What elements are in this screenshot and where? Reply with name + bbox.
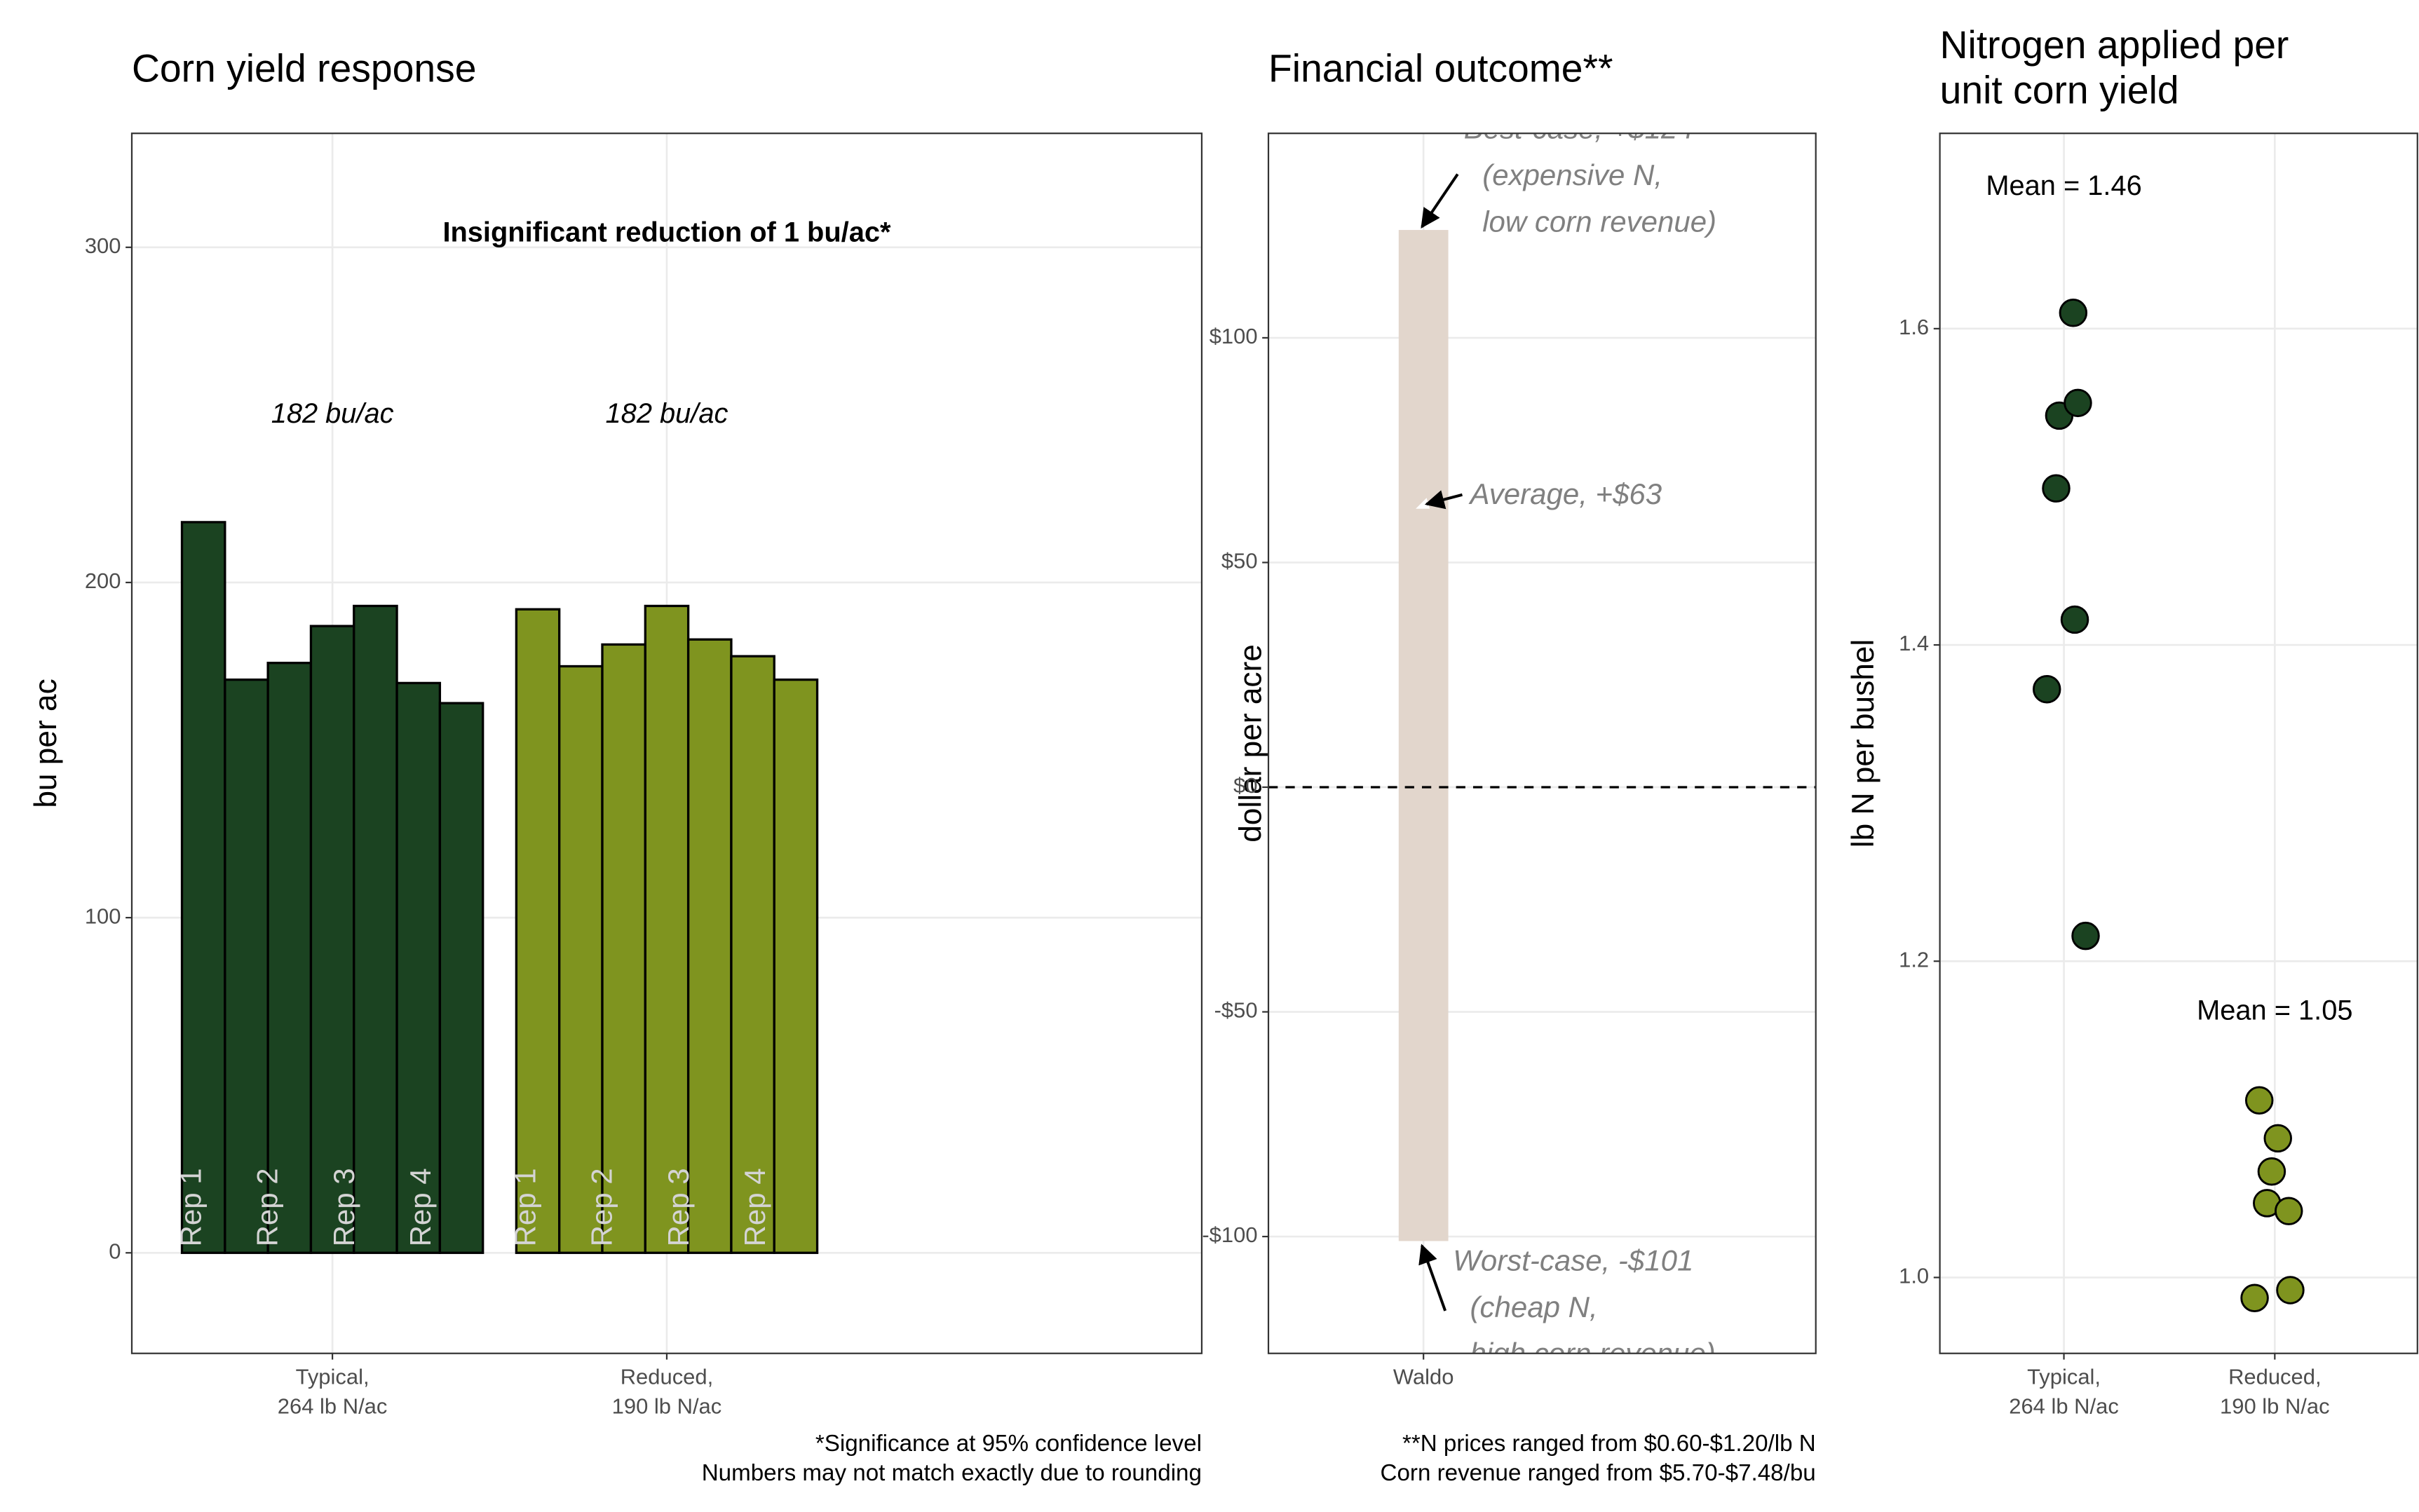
bar bbox=[224, 678, 269, 1254]
bar bbox=[601, 643, 646, 1254]
y-axis-label: lb N per bushel bbox=[1846, 639, 1881, 847]
chart-title: Nitrogen applied per bbox=[1940, 23, 2289, 67]
bar bbox=[395, 681, 442, 1254]
bar-label: Rep 3 bbox=[327, 1168, 360, 1246]
range-bar bbox=[1398, 230, 1449, 1241]
group-label: 182 bu/ac bbox=[606, 398, 729, 429]
x-tick-label: Typical, bbox=[296, 1364, 370, 1389]
x-tick-label: Typical, bbox=[2027, 1364, 2101, 1389]
bar bbox=[686, 638, 733, 1254]
x-tick-label: 190 lb N/ac bbox=[2220, 1394, 2330, 1418]
chart-title: Corn yield response bbox=[132, 46, 477, 90]
footnote: *Significance at 95% confidence level bbox=[815, 1431, 1202, 1457]
y-tick-label: 300 bbox=[85, 233, 121, 258]
bar-label: Rep 1 bbox=[174, 1168, 207, 1246]
point bbox=[2071, 921, 2100, 951]
chart-title: Financial outcome** bbox=[1268, 46, 1613, 90]
bar-label: Rep 1 bbox=[508, 1168, 541, 1246]
arrow bbox=[1424, 490, 1463, 510]
bar-label: Rep 3 bbox=[662, 1168, 695, 1246]
y-tick-label: $0 bbox=[1233, 773, 1257, 798]
x-tick-label: 190 lb N/ac bbox=[612, 1394, 722, 1418]
bar-label: Rep 2 bbox=[251, 1168, 284, 1246]
mean-label: Mean = 1.05 bbox=[2197, 995, 2352, 1026]
annotation: Worst-case, -$101 bbox=[1453, 1244, 1693, 1277]
point bbox=[2240, 1283, 2269, 1312]
y-tick-label: 200 bbox=[85, 568, 121, 593]
annotation: Insignificant reduction of 1 bu/ac* bbox=[442, 217, 891, 248]
x-tick-label: 264 lb N/ac bbox=[278, 1394, 388, 1418]
x-tick-label: 264 lb N/ac bbox=[2009, 1394, 2119, 1418]
x-tick-label: Reduced, bbox=[621, 1364, 714, 1389]
point bbox=[2060, 605, 2089, 634]
point bbox=[2244, 1086, 2274, 1115]
bar bbox=[180, 521, 226, 1254]
footnote: **N prices ranged from $0.60-$1.20/lb N bbox=[1402, 1431, 1816, 1457]
arrow bbox=[1421, 173, 1459, 229]
x-tick-label: Reduced, bbox=[2228, 1364, 2322, 1389]
x-tick-label: Waldo bbox=[1393, 1364, 1454, 1389]
point bbox=[2042, 474, 2071, 503]
bar bbox=[558, 665, 604, 1254]
point bbox=[2276, 1276, 2305, 1305]
y-tick-label: -$100 bbox=[1202, 1222, 1257, 1247]
mean-label: Mean = 1.46 bbox=[1986, 170, 2141, 201]
y-tick-label: 1.2 bbox=[1899, 947, 1929, 972]
bar bbox=[730, 655, 775, 1254]
footnote: Numbers may not match exactly due to rou… bbox=[702, 1460, 1202, 1486]
annotation: high corn revenue) bbox=[1470, 1337, 1716, 1370]
point bbox=[2059, 299, 2088, 327]
y-tick-label: 1.4 bbox=[1899, 631, 1929, 655]
y-tick-label: $50 bbox=[1221, 549, 1258, 573]
y-tick-label: 0 bbox=[109, 1239, 121, 1263]
annotations: Best-case, +$124 (expensive N, low corn re… bbox=[1453, 112, 1716, 1370]
bar bbox=[644, 604, 690, 1254]
bar-label: Rep 4 bbox=[738, 1168, 771, 1246]
y-axis-label: dollar per acre bbox=[1234, 644, 1268, 843]
group-label: 182 bu/ac bbox=[271, 398, 394, 429]
y-tick-label: $100 bbox=[1210, 324, 1258, 348]
footnote: Corn revenue ranged from $5.70-$7.48/bu bbox=[1381, 1460, 1816, 1486]
y-tick-label: 1.0 bbox=[1899, 1264, 1929, 1288]
y-tick-label: 1.6 bbox=[1899, 315, 1929, 339]
point bbox=[2263, 1124, 2292, 1153]
panel-border bbox=[1267, 132, 1817, 1354]
point bbox=[2274, 1197, 2303, 1225]
annotation: Best-case, +$124 bbox=[1464, 112, 1694, 145]
bar bbox=[266, 662, 313, 1254]
panel-border bbox=[130, 132, 1203, 1354]
bar bbox=[773, 678, 819, 1254]
annotation: (expensive N, bbox=[1482, 158, 1662, 191]
bar-label: Rep 2 bbox=[585, 1168, 618, 1246]
chart-title: unit corn yield bbox=[1940, 68, 2179, 111]
bar bbox=[353, 604, 398, 1254]
panel-border bbox=[1939, 132, 2418, 1354]
annotation: (cheap N, bbox=[1470, 1290, 1598, 1323]
y-axis-label: bu per ac bbox=[29, 679, 63, 808]
annotation: low corn revenue) bbox=[1482, 205, 1716, 238]
point bbox=[2032, 674, 2061, 704]
y-tick-label: 100 bbox=[85, 904, 121, 928]
point bbox=[2257, 1157, 2286, 1186]
bar bbox=[438, 702, 485, 1254]
y-tick-label: -$50 bbox=[1214, 998, 1258, 1023]
bar bbox=[309, 625, 355, 1254]
arrow bbox=[1418, 1244, 1447, 1312]
bar-label: Rep 4 bbox=[404, 1168, 437, 1246]
annotation: Average, +$63 bbox=[1468, 477, 1662, 510]
point bbox=[2064, 388, 2092, 418]
bar bbox=[515, 608, 561, 1254]
